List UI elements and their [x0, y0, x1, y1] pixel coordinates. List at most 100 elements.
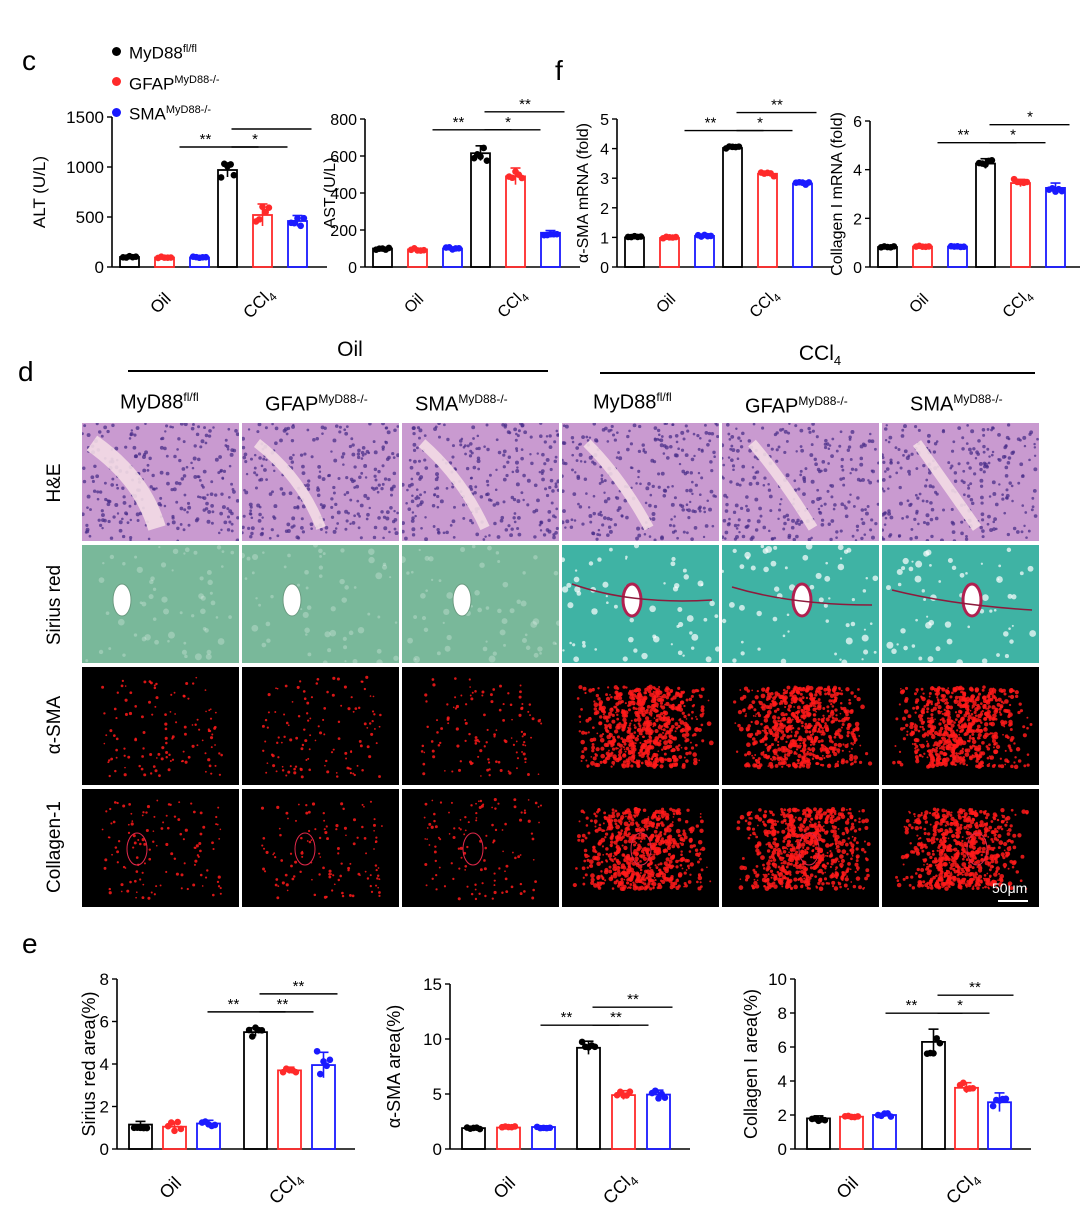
data-point — [385, 244, 393, 252]
stain — [629, 722, 632, 725]
stain — [692, 752, 697, 757]
stain — [751, 689, 754, 692]
lipid — [179, 611, 183, 615]
lipid — [193, 550, 198, 555]
stain — [814, 693, 818, 697]
nucleus — [662, 452, 666, 455]
stain — [193, 863, 196, 866]
nucleus — [859, 444, 864, 449]
stain — [593, 700, 596, 703]
stain — [969, 698, 975, 703]
stain — [691, 734, 695, 737]
stain — [165, 751, 169, 755]
lipid — [770, 560, 777, 567]
lipid — [509, 608, 515, 614]
stain — [360, 680, 363, 683]
stain — [823, 756, 826, 760]
nucleus — [384, 426, 388, 430]
stain — [777, 756, 780, 760]
data-point — [821, 1116, 829, 1124]
stain — [657, 750, 660, 753]
nucleus — [357, 448, 361, 453]
nucleus — [482, 538, 486, 541]
stain — [968, 686, 974, 692]
nucleus — [684, 424, 688, 428]
lipid — [709, 600, 715, 607]
lipid — [270, 594, 274, 599]
micrograph-he-5 — [722, 423, 879, 541]
stain — [650, 757, 654, 761]
stain — [854, 721, 860, 727]
y-tick-label: 1000 — [66, 158, 104, 177]
stain — [754, 754, 757, 756]
nucleus — [882, 528, 885, 532]
stain — [493, 733, 496, 737]
nucleus — [1033, 446, 1037, 449]
stain — [953, 721, 956, 724]
stain — [755, 759, 758, 762]
nucleus — [103, 425, 108, 430]
nucleus — [643, 533, 647, 536]
stain — [921, 725, 924, 729]
lipid — [982, 594, 989, 601]
stain — [632, 706, 635, 709]
lipid — [194, 653, 202, 661]
nucleus — [993, 517, 997, 522]
lipid — [886, 585, 891, 591]
nucleus — [355, 484, 360, 489]
stain — [630, 741, 635, 746]
nucleus — [359, 536, 363, 540]
bar — [839, 1115, 864, 1150]
stain — [988, 718, 992, 721]
stain — [943, 712, 948, 717]
lipid — [521, 637, 528, 644]
nucleus — [690, 537, 694, 541]
nucleus — [515, 482, 520, 487]
stain — [468, 732, 471, 736]
stain — [471, 691, 474, 694]
stain — [832, 689, 836, 693]
stain — [675, 726, 679, 730]
nucleus — [554, 482, 558, 486]
nucleus — [424, 516, 427, 519]
stain — [585, 759, 588, 762]
nucleus — [651, 484, 655, 489]
nucleus — [180, 477, 185, 481]
bar — [624, 236, 645, 268]
nucleus — [373, 525, 378, 530]
stain — [359, 744, 363, 748]
stain — [922, 692, 925, 695]
stain — [894, 745, 897, 748]
significance-label: * — [757, 115, 763, 132]
nucleus — [486, 483, 490, 487]
data-point — [652, 1087, 659, 1095]
nucleus — [1029, 430, 1034, 435]
nucleus — [310, 527, 313, 530]
stain — [464, 718, 467, 721]
nucleus — [159, 470, 164, 475]
nucleus — [106, 502, 111, 507]
stain — [767, 704, 773, 710]
nucleus — [549, 467, 553, 472]
lipid — [677, 650, 683, 656]
nucleus — [502, 500, 506, 504]
stain — [808, 730, 812, 734]
stain — [969, 755, 973, 759]
nucleus — [159, 503, 163, 507]
lipid — [252, 553, 259, 561]
nucleus — [453, 505, 456, 509]
nucleus — [662, 493, 667, 498]
nucleus — [472, 465, 477, 470]
nucleus — [849, 458, 853, 461]
stain — [436, 719, 439, 722]
nucleus — [732, 510, 737, 515]
stain — [683, 756, 686, 759]
tissue-bg — [242, 667, 399, 785]
nucleus — [520, 424, 524, 428]
stain — [926, 740, 928, 743]
stain — [958, 738, 964, 744]
lipid — [581, 640, 586, 645]
nucleus — [434, 425, 438, 429]
stain — [579, 720, 582, 723]
stain — [807, 747, 811, 751]
